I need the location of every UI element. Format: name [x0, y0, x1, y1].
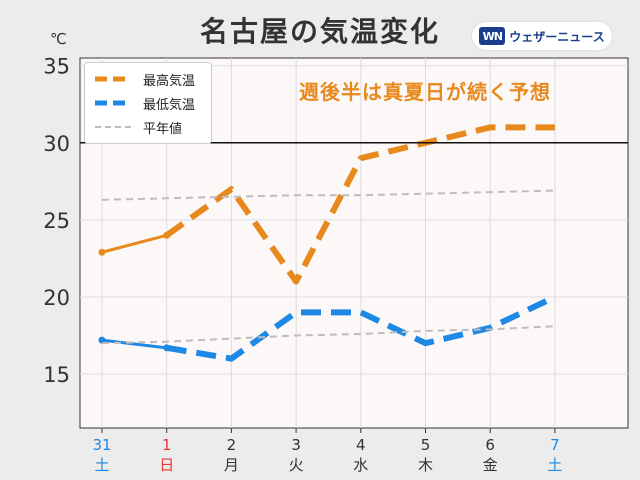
x-tick-label-day: 3 [291, 436, 301, 454]
legend-swatch-max [95, 76, 131, 82]
legend-swatch-normal [95, 126, 131, 128]
y-tick-label: 15 [43, 363, 70, 387]
headline: 週後半は真夏日が続く予想 [299, 80, 551, 104]
x-tick-label-weekday: 金 [483, 456, 498, 474]
legend-swatch-min [95, 100, 131, 106]
normal-temp-line [101, 189, 555, 201]
normal-temp-line [101, 325, 555, 345]
x-tick-label-weekday: 月 [224, 456, 239, 474]
brand-text: ウェザーニュース [509, 29, 605, 44]
legend-label-max: 最高気温 [143, 73, 196, 89]
x-tick-label-day: 2 [227, 436, 237, 454]
min-temp-forecast-line [166, 294, 557, 362]
brand-logo: WN ウェザーニュース [472, 22, 612, 50]
legend: 最高気温 最低気温 平年値 [84, 62, 212, 144]
y-tick-label: 30 [43, 132, 70, 156]
legend-label-normal: 平年値 [143, 121, 183, 137]
min-temp-observed-line [101, 338, 167, 350]
y-tick-label: 25 [43, 209, 70, 233]
x-tick-label-day: 5 [421, 436, 431, 454]
x-tick-label-weekday: 土 [547, 456, 562, 474]
x-tick-label-weekday: 木 [418, 456, 433, 474]
x-tick-label-weekday: 土 [94, 456, 109, 474]
x-tick-label-weekday: 火 [289, 456, 304, 474]
x-tick-label-weekday: 水 [353, 456, 368, 474]
legend-label-min: 最低気温 [143, 97, 196, 113]
x-tick-label-day: 1 [162, 436, 172, 454]
min-temp-point [163, 344, 171, 352]
x-tick-label-weekday: 日 [159, 456, 174, 474]
x-tick-label-day: 4 [356, 436, 366, 454]
legend-item-normal: 平年値 [93, 117, 182, 137]
min-temp-point [98, 336, 106, 344]
chart-title: 名古屋の気温変化 [199, 15, 440, 48]
x-tick-label-day: 7 [550, 436, 560, 454]
y-tick-label: 20 [43, 286, 70, 310]
x-tick-label-day: 6 [485, 436, 495, 454]
y-unit-label: ℃ [50, 30, 67, 48]
y-tick-label: 35 [43, 55, 70, 79]
max-temp-forecast-line [164, 124, 555, 285]
legend-item-min: 最低気温 [93, 93, 195, 113]
x-tick-label-day: 31 [92, 436, 111, 454]
max-temp-point [98, 248, 106, 256]
brand-mark-icon: WN [479, 27, 506, 45]
legend-item-max: 最高気温 [93, 69, 195, 89]
max-temp-observed-line [101, 233, 168, 254]
max-temp-point [163, 231, 171, 239]
